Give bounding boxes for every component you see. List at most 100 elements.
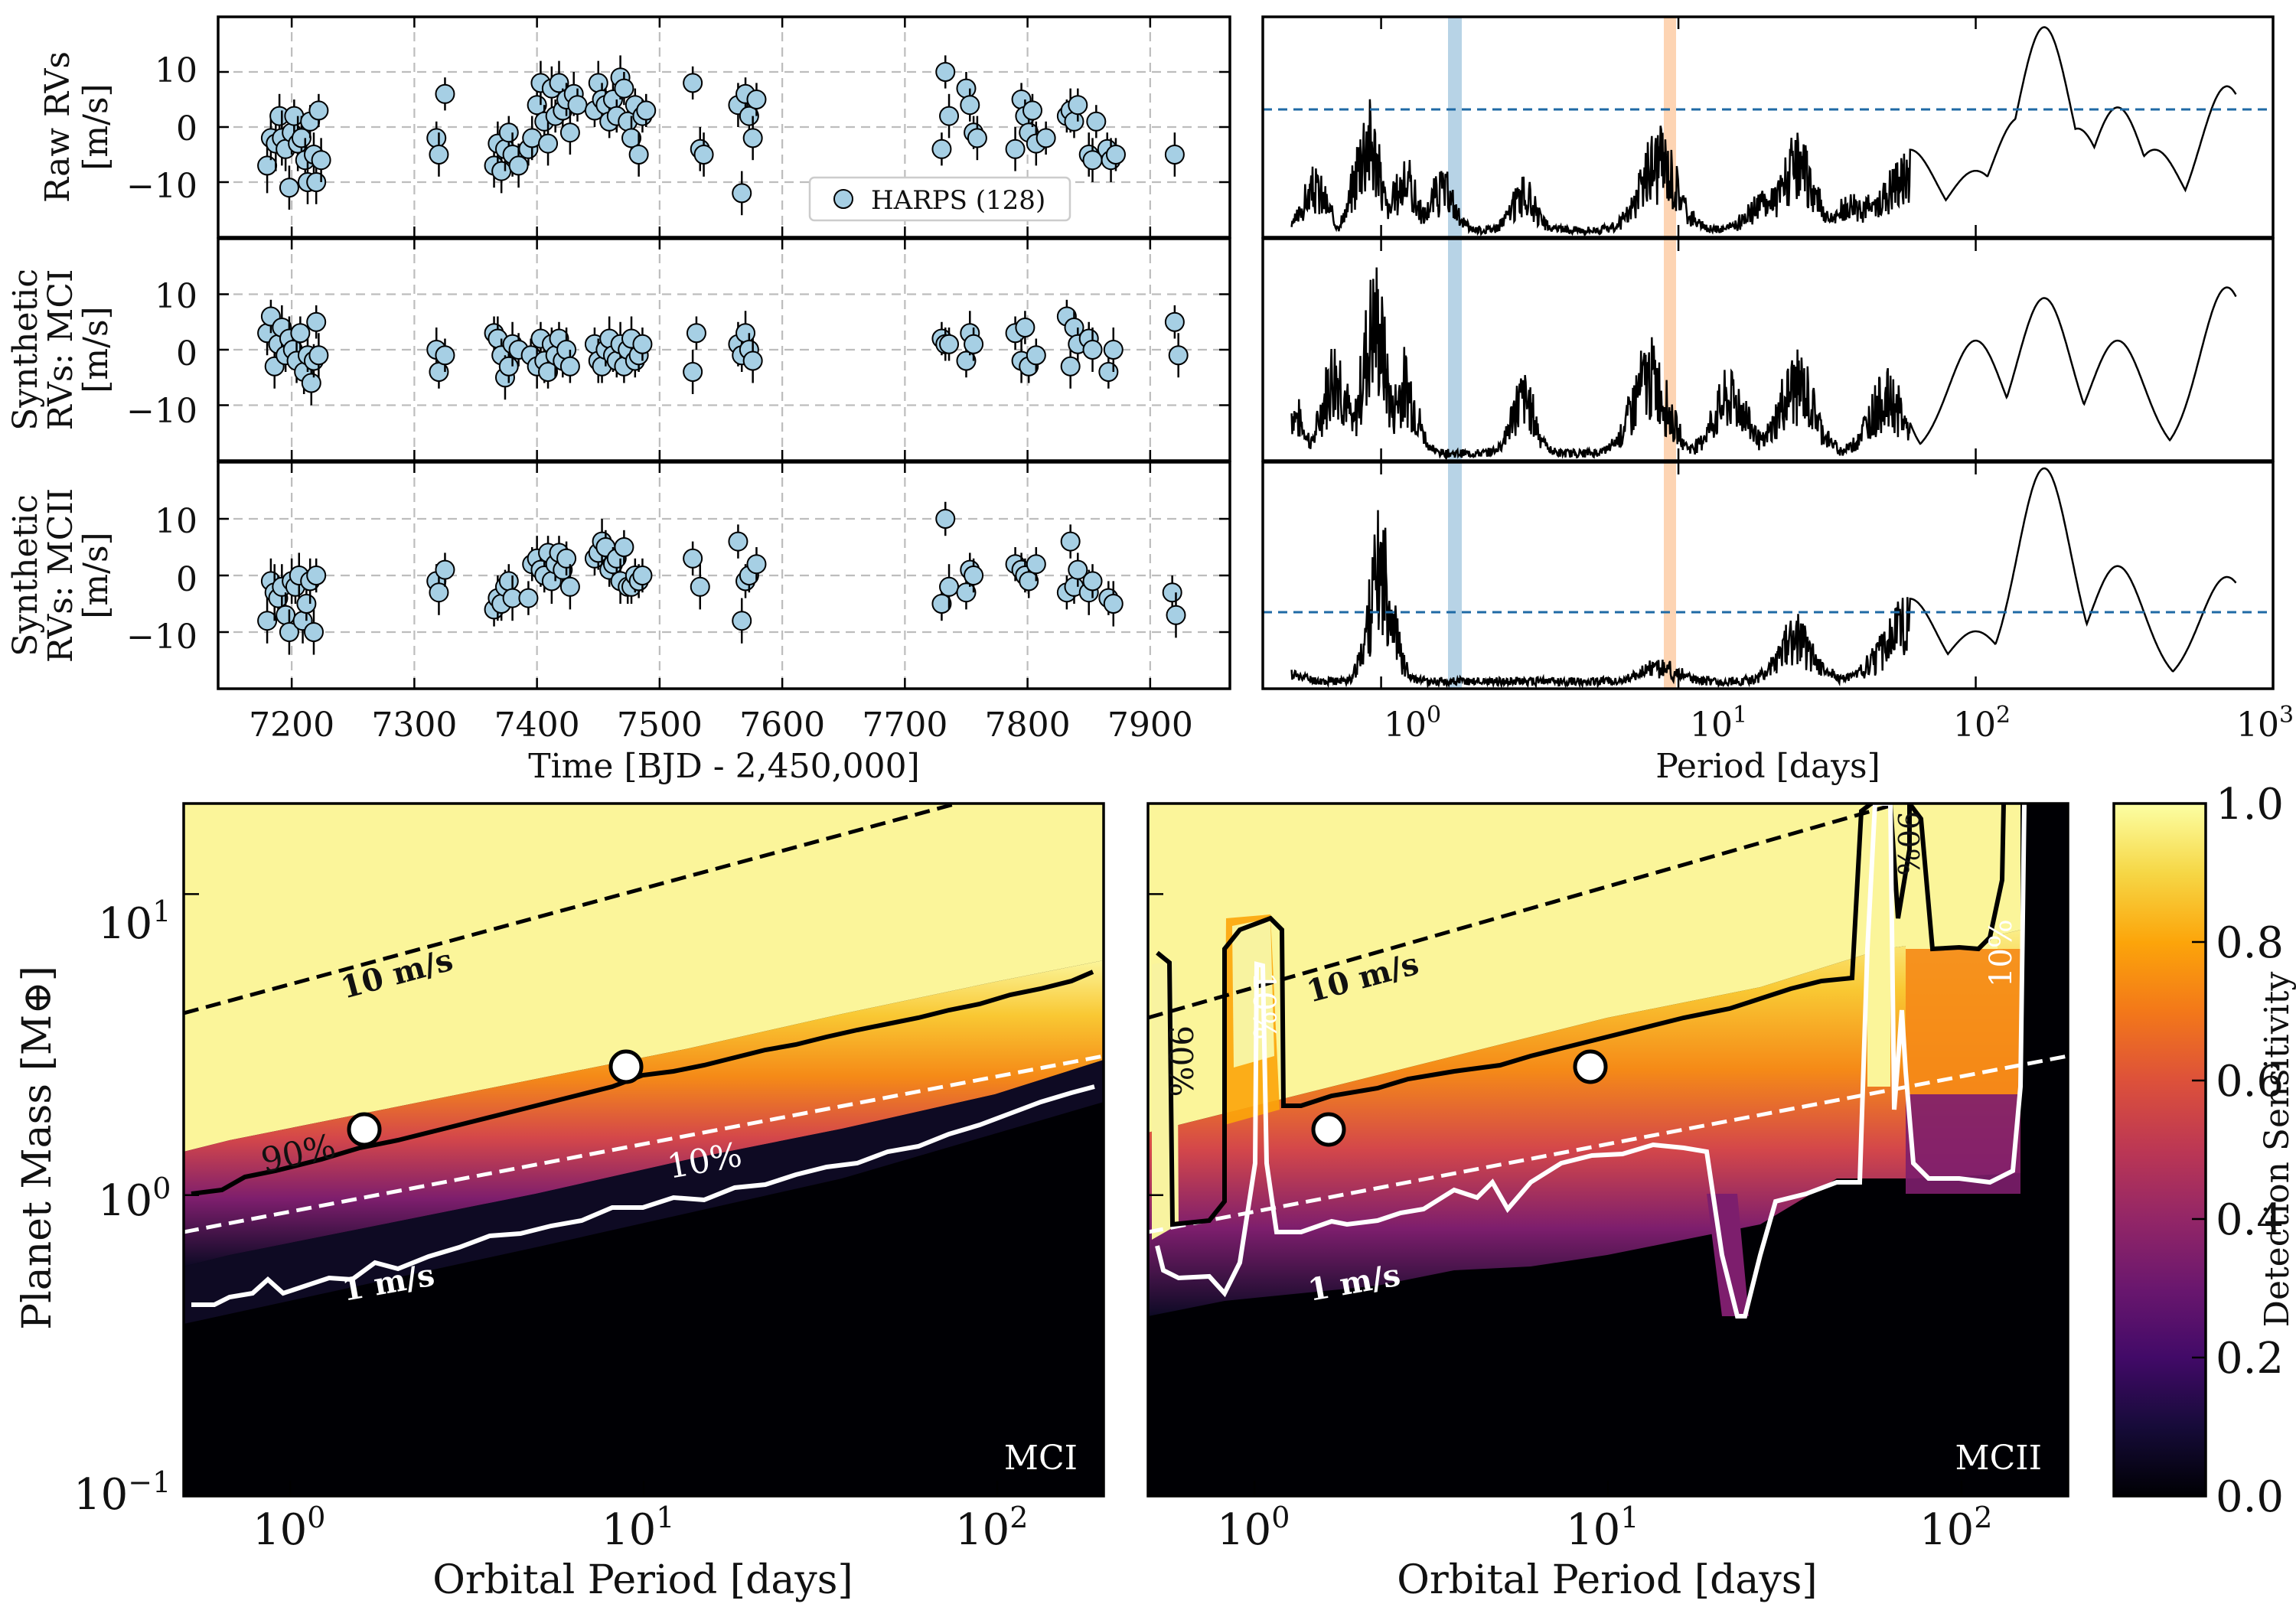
raw-ylabel-line2: [m/s] [77,83,116,170]
rv-point [1026,554,1046,575]
period-xlabel: Period [days] [1655,747,1880,786]
rv-point [429,145,449,165]
rv-point [621,128,642,148]
rv-point [1026,345,1046,366]
rv-point [538,362,559,382]
mcii-rv10-line [1148,804,1899,1020]
mcii-planet-c [1573,1049,1608,1084]
rv-point [498,122,519,143]
rv-point [498,571,519,592]
mci-contour-10 [191,1084,1095,1307]
rv-point [1162,582,1182,603]
mcii-ylabel: Synthetic RVs: MCII [m/s] [6,488,116,663]
rv-point [683,73,703,93]
rv-point [559,122,580,143]
mci-planet-b [347,1112,382,1147]
rv-point [1005,139,1026,159]
rv-point [303,622,324,642]
mci-ylabel-line2: RVs: MCI [41,269,80,431]
colorbar [2114,804,2206,1496]
rv-point [276,605,296,625]
pg-mcii-axes [1261,461,2275,690]
time-tick-label: 7400 [494,706,580,745]
rv-point [732,611,752,631]
time-tick-label: 7800 [985,706,1071,745]
mcii-ytick-m10: −10 [126,618,197,657]
rv-point [742,128,763,148]
rv-point [683,548,703,569]
rv-points [257,55,1189,655]
mci-ytick-10: 10 [155,277,197,316]
rv-point [632,566,653,585]
rv-point [1060,531,1081,552]
mci-map: 90% 10% 10 m/s 1 m/s MCI [184,804,1104,1496]
rv-point [964,334,984,354]
mcii-ylabel-line1: Synthetic [6,494,45,657]
rv-point [960,95,980,116]
rv-point [257,611,278,631]
periodogram-ticks [1380,17,2275,689]
pg-xtick-1e2: 102 [1953,702,2011,745]
rv-point [732,183,752,204]
rv-point [311,150,331,171]
rv-point [538,133,559,154]
rv-point [290,323,311,344]
rv-point [931,594,952,614]
rv-point [1022,100,1043,121]
mci-ylabel-line1: Synthetic [6,269,45,431]
rv-point [435,559,455,580]
colorbar-label: Detection Sensitivity [2258,972,2296,1328]
rv-point [1105,145,1126,165]
rv-point [956,582,977,603]
rv-point [556,340,577,360]
time-xlabel: Time [BJD - 2,450,000] [528,747,920,786]
rv-point [567,95,588,116]
raw-ytick-m10: −10 [126,167,197,206]
mci-xtick-1e2: 102 [955,1501,1028,1555]
cb-tick-0.2: 0.2 [2216,1334,2284,1384]
rv-point [279,622,299,642]
mci-rv1-line [184,1054,1104,1234]
mcii-ylabel-line3: [m/s] [77,532,116,618]
rv-point [636,100,657,121]
mci-ytick-1e1: 101 [98,895,171,949]
time-tick-label: 7500 [617,706,703,745]
rv-point [279,178,299,198]
periodogram-lines [1290,26,2237,689]
time-tick-label: 7900 [1107,706,1193,745]
rv-point [559,356,580,376]
rv-point [429,582,449,603]
mci-xtick-1e1: 101 [602,1501,674,1555]
cb-tick-0.0: 0.0 [2216,1472,2284,1522]
raw-ylabel-line1: Raw RVs [38,51,77,203]
rv-point [1060,356,1081,376]
mcii-label-90-right: 90% [1891,811,1925,875]
rv-point [1103,340,1124,360]
mci-xtick-1e0: 100 [253,1501,325,1555]
pg-xtick-1e1: 101 [1690,702,1747,745]
rv-point [964,566,984,585]
rv-point [1019,571,1039,592]
rv-point [1035,128,1056,148]
mcii-label-10-left: 10% [1246,972,1281,1040]
highlight-blue-band [1448,17,1462,689]
rv-point [956,350,977,371]
cb-tick-0.8: 0.8 [2216,918,2284,968]
rv-point [628,145,649,165]
mcii-xtick-1e0: 100 [1217,1501,1290,1555]
periodogram-line [1290,26,2237,237]
rv-point [1015,318,1035,337]
rv-point [549,73,569,93]
rv-point [614,537,634,557]
rv-point [1164,145,1185,165]
rv-point [746,90,767,109]
rv-point [306,566,327,585]
mci-planet-c [608,1049,644,1084]
rv-point [257,155,278,176]
rv-point [1164,311,1185,332]
rv-point [1068,95,1088,116]
mci-rv10-line [184,804,957,1015]
rv-point [426,128,447,148]
raw-ytick-0: 0 [176,109,197,148]
rv-point [956,78,977,99]
